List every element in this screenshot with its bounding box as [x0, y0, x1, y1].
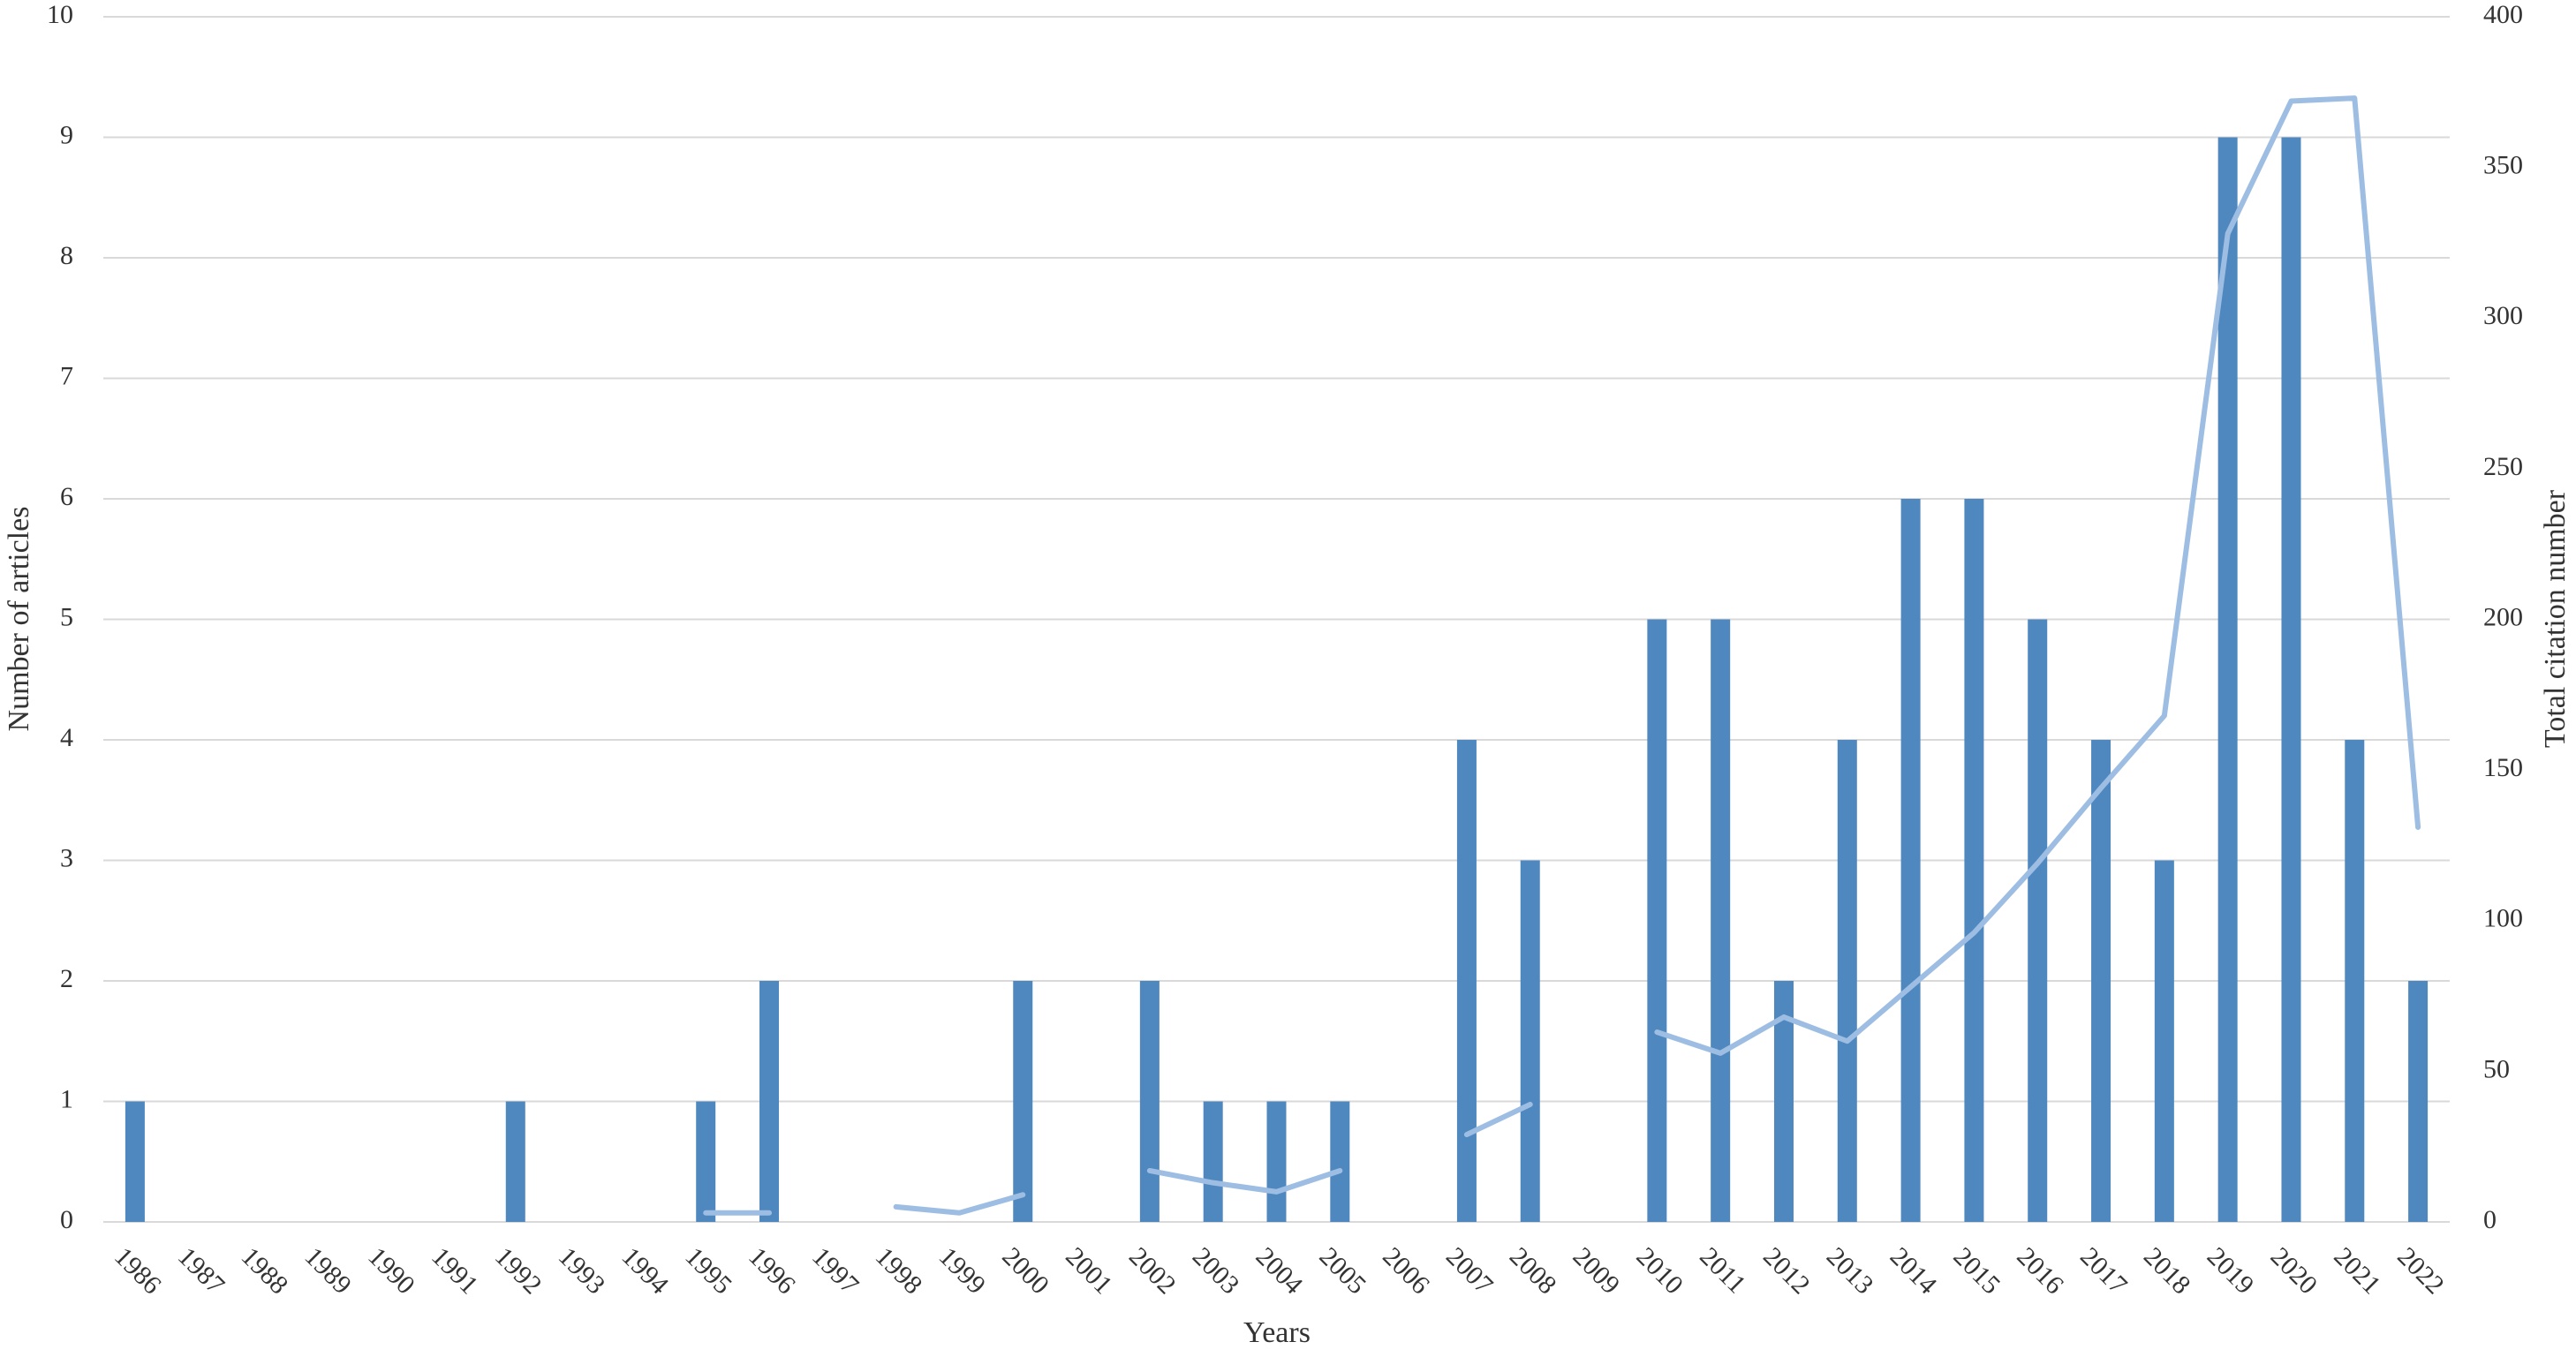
x-tick-label: 2016	[2011, 1241, 2069, 1300]
x-axis-title: Years	[1243, 1316, 1311, 1349]
y2-tick-label: 200	[2483, 602, 2523, 631]
x-tick-label: 1999	[933, 1241, 992, 1300]
y-tick-label: 0	[60, 1205, 73, 1234]
x-tick-label: 2018	[2138, 1241, 2196, 1300]
x-tick-label: 2004	[1250, 1241, 1309, 1300]
y-tick-label: 6	[60, 482, 73, 511]
x-tick-label: 1987	[172, 1241, 230, 1300]
x-tick-label: 1995	[679, 1241, 737, 1300]
x-tick-label: 2006	[1377, 1241, 1435, 1300]
bar	[1964, 499, 1984, 1222]
y2-tick-label: 0	[2483, 1205, 2497, 1234]
x-tick-label: 2021	[2328, 1241, 2386, 1300]
y2-tick-label: 300	[2483, 301, 2523, 330]
bar	[2028, 619, 2048, 1222]
x-tick-label: 1989	[299, 1241, 358, 1300]
x-tick-label: 2001	[1060, 1241, 1118, 1300]
bar	[1900, 499, 1921, 1222]
bar	[2154, 860, 2174, 1222]
bar	[2217, 137, 2238, 1222]
bar	[1837, 740, 1857, 1222]
x-tick-label: 2020	[2265, 1241, 2323, 1300]
x-tick-label: 1986	[109, 1241, 167, 1300]
y2-tick-label: 250	[2483, 452, 2523, 481]
bar	[2091, 740, 2111, 1222]
bar	[2408, 981, 2429, 1222]
x-tick-label: 2015	[1948, 1241, 2006, 1300]
bar	[2345, 740, 2365, 1222]
x-tick-label: 2014	[1885, 1241, 1943, 1300]
y-tick-label: 2	[60, 964, 73, 993]
y2-tick-label: 400	[2483, 0, 2523, 29]
x-tick-label: 2002	[1123, 1241, 1182, 1300]
y-tick-label: 5	[60, 602, 73, 631]
bar	[1330, 1101, 1350, 1222]
y-tick-label: 3	[60, 843, 73, 872]
x-tick-label: 1996	[743, 1241, 801, 1300]
y2-axis-title: Total citation number	[2539, 489, 2572, 748]
y-axis-title: Number of articles	[3, 507, 35, 732]
y2-tick-label: 350	[2483, 151, 2523, 180]
x-tick-label: 2005	[1313, 1241, 1371, 1300]
bar	[1520, 860, 1540, 1222]
x-tick-label: 2022	[2391, 1241, 2450, 1300]
x-tick-label: 1994	[616, 1241, 675, 1300]
x-tick-label: 1991	[426, 1241, 484, 1300]
x-tick-label: 1993	[553, 1241, 611, 1300]
x-tick-label: 1988	[236, 1241, 294, 1300]
bar	[1456, 740, 1477, 1222]
y-tick-label: 1	[60, 1084, 73, 1113]
bar	[125, 1101, 145, 1222]
bar	[1647, 619, 1667, 1222]
bar	[759, 981, 780, 1222]
citation-line	[703, 95, 2421, 1216]
x-tick-label: 1990	[362, 1241, 420, 1300]
bar	[1266, 1101, 1287, 1222]
bar	[1139, 981, 1160, 1222]
y-tick-label: 4	[60, 723, 73, 752]
bar	[1013, 981, 1033, 1222]
x-tick-label: 2013	[1821, 1241, 1879, 1300]
x-tick-label: 2010	[1631, 1241, 1689, 1300]
bar	[1711, 619, 1731, 1222]
bar	[1203, 1101, 1223, 1222]
y-tick-label: 7	[60, 361, 73, 390]
x-tick-label: 2011	[1694, 1241, 1751, 1299]
x-tick-label: 1992	[489, 1241, 548, 1300]
x-tick-label: 2000	[996, 1241, 1054, 1300]
x-tick-label: 1997	[806, 1241, 865, 1300]
x-tick-label: 2009	[1568, 1241, 1626, 1300]
y2-tick-label: 50	[2483, 1054, 2510, 1083]
bar	[505, 1101, 525, 1222]
x-tick-label: 2003	[1187, 1241, 1245, 1300]
y-tick-label: 10	[47, 0, 73, 29]
bar	[696, 1101, 716, 1222]
y2-tick-label: 100	[2483, 904, 2523, 933]
x-tick-label: 2007	[1440, 1241, 1499, 1300]
y-tick-label: 8	[60, 241, 73, 270]
x-tick-label: 2019	[2202, 1241, 2260, 1300]
x-tick-label: 2012	[1757, 1241, 1816, 1300]
y2-tick-label: 150	[2483, 753, 2523, 782]
bar	[2281, 137, 2301, 1222]
y-tick-label: 9	[60, 120, 73, 149]
bar	[1773, 981, 1794, 1222]
x-tick-label: 2008	[1504, 1241, 1562, 1300]
x-tick-label: 1998	[870, 1241, 928, 1300]
x-tick-label: 2017	[2074, 1241, 2133, 1300]
